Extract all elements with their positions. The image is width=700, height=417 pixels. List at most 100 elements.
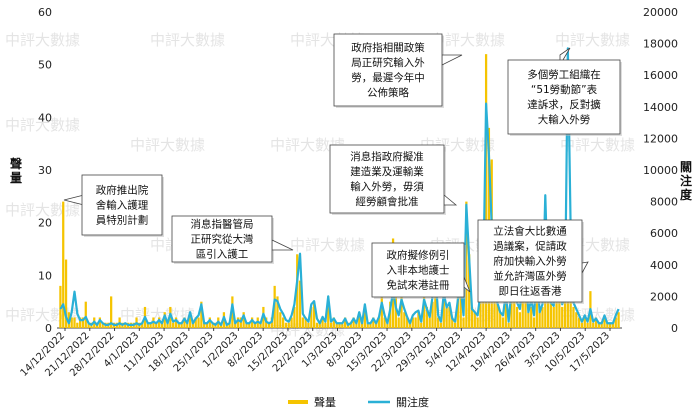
bar-mark — [566, 296, 569, 328]
y-right-tick-label: 12000 — [643, 132, 678, 145]
bar-mark — [70, 317, 73, 328]
bar-mark — [79, 317, 82, 328]
bar-mark — [513, 291, 516, 328]
bar-mark — [470, 306, 474, 328]
bar-mark — [242, 312, 245, 328]
bar-mark — [383, 317, 386, 328]
bar-mark — [518, 312, 522, 328]
bar-mark — [569, 301, 572, 328]
annotation-text: 大輸入外勞 — [538, 113, 591, 126]
y-left-axis-label: 聲量 — [10, 156, 22, 185]
y-left-tick-label: 50 — [38, 59, 52, 72]
bar-mark — [521, 280, 524, 328]
bar-mark — [386, 322, 389, 328]
bar-mark — [301, 317, 304, 328]
annotation-text: 輸入外勞，毋須 — [350, 180, 424, 193]
bar-mark — [510, 296, 513, 328]
bar-mark — [332, 317, 335, 328]
bar-mark — [496, 296, 499, 328]
bar-mark — [208, 317, 211, 328]
bar-mark — [341, 322, 344, 328]
bar-mark — [191, 322, 195, 328]
bar-mark — [592, 322, 595, 328]
bar-mark — [253, 322, 257, 328]
bar-mark — [476, 317, 479, 328]
bar-mark — [425, 306, 429, 328]
bar-mark — [146, 322, 149, 328]
bar-mark — [313, 301, 316, 328]
bar-mark — [611, 322, 615, 328]
bar-mark — [329, 322, 333, 328]
annotation-text: 並允許灣區外勞 — [493, 270, 567, 283]
bar-mark — [307, 322, 310, 328]
y-left-tick-label: 0 — [45, 322, 52, 335]
y-left-tick-label: 30 — [38, 164, 52, 177]
bar-mark — [465, 201, 468, 328]
bar-mark — [355, 322, 358, 328]
bar-mark — [580, 322, 584, 328]
y-right-tick-label: 18000 — [643, 38, 678, 51]
annotation-text: 勞，最遲今年中 — [351, 71, 425, 84]
bar-mark — [606, 322, 609, 328]
bar-mark — [439, 322, 443, 328]
bar-mark — [98, 317, 102, 328]
bar-mark — [448, 306, 451, 328]
bar-mark — [349, 322, 352, 328]
y-left-tick-label: 10 — [38, 269, 52, 282]
bar-mark — [177, 322, 180, 328]
watermark-text: 中評大數據 — [5, 201, 80, 219]
bar-mark — [417, 312, 420, 328]
bar-mark — [484, 54, 488, 329]
y-right-tick-label: 6000 — [650, 227, 678, 240]
annotation-text: 即日往返香港 — [499, 285, 562, 298]
bar-mark — [81, 317, 85, 328]
bar-mark — [434, 275, 437, 328]
bar-mark — [188, 312, 192, 328]
bar-mark — [203, 322, 206, 328]
bar-mark — [157, 317, 161, 328]
y-right-tick-label: 4000 — [650, 259, 678, 272]
bar-mark — [420, 322, 423, 328]
bar-mark — [298, 280, 302, 328]
bar-mark — [197, 317, 200, 328]
bar-mark — [532, 317, 536, 328]
y-right-tick-label: 10000 — [643, 164, 678, 177]
watermark-text: 中評大數據 — [430, 31, 505, 49]
bar-mark — [451, 317, 454, 328]
bar-mark — [228, 322, 231, 328]
bar-mark — [552, 306, 555, 328]
bar-mark — [335, 322, 338, 328]
bar-mark — [304, 317, 307, 328]
watermark-text: 中評大數據 — [290, 236, 365, 254]
bar-mark — [507, 322, 510, 328]
legend-label: 聲量 — [314, 395, 336, 409]
bar-mark — [397, 317, 400, 328]
bar-mark — [358, 312, 361, 328]
bar-mark — [594, 317, 598, 328]
bar-mark — [462, 317, 465, 328]
bar-mark — [87, 322, 90, 328]
y-right-axis-label: 關注度 — [680, 160, 693, 202]
bar-mark — [372, 317, 375, 328]
bar-mark — [352, 317, 355, 328]
bar-mark — [62, 201, 65, 328]
bar-mark — [366, 322, 369, 328]
bar-mark — [180, 322, 183, 328]
watermark-text: 中評大數據 — [270, 136, 345, 154]
bar-mark — [124, 322, 127, 328]
bar-mark — [400, 296, 403, 328]
y-right-tick-label: 8000 — [650, 196, 678, 209]
bar-mark — [406, 317, 409, 328]
bar-mark — [327, 296, 330, 328]
bar-mark — [504, 285, 507, 328]
bar-mark — [603, 317, 606, 328]
bar-mark — [155, 322, 158, 328]
bar-mark — [575, 312, 578, 328]
bar-mark — [236, 317, 240, 328]
bar-mark — [389, 301, 392, 328]
